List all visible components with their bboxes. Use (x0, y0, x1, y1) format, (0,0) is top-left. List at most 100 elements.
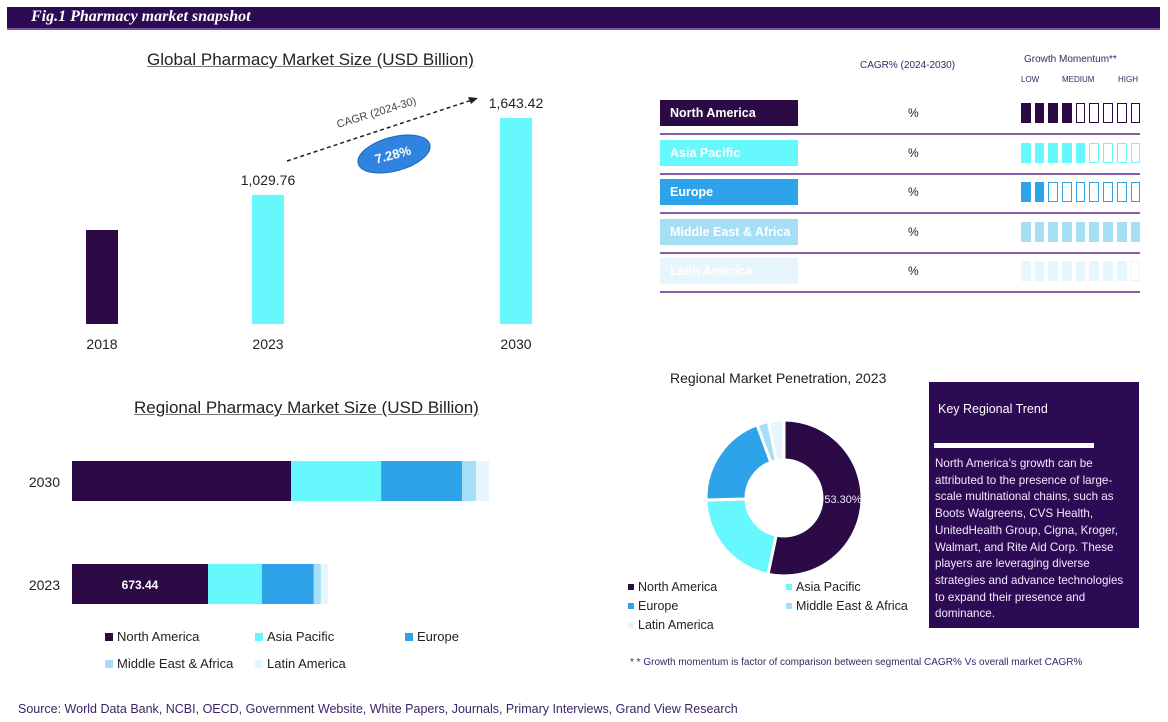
momentum-block-empty (1089, 182, 1100, 202)
momentum-block-empty (1130, 103, 1141, 123)
legend-swatch (405, 632, 413, 641)
segment-2023-north-america (72, 564, 208, 604)
momentum-block-empty (1116, 182, 1127, 202)
donut-legend-item-latin-america: Latin America (628, 618, 714, 632)
legend-label: Europe (638, 599, 679, 613)
region-label: Europe (660, 179, 798, 205)
momentum-block-filled (1075, 142, 1086, 163)
growth-momentum-meter (1021, 221, 1141, 242)
region-cagr-value: % (908, 106, 919, 120)
donut-legend-item-north-america: North America (628, 580, 717, 594)
momentum-block-filled (1021, 142, 1031, 163)
momentum-scale-medium: MEDIUM (1062, 75, 1095, 84)
momentum-scale-low: LOW (1021, 75, 1040, 84)
source-note: Source: World Data Bank, NCBI, OECD, Gov… (18, 702, 738, 716)
cagr-label: CAGR (2024-30) (335, 95, 417, 131)
momentum-block-filled (1075, 221, 1086, 242)
momentum-block-filled (1062, 261, 1072, 281)
legend-swatch (628, 603, 634, 609)
growth-momentum-meter (1021, 142, 1141, 163)
momentum-block-empty (1089, 103, 1100, 123)
legend-swatch (105, 632, 113, 641)
momentum-block-filled (1034, 261, 1045, 281)
segment-2023-europe (261, 564, 314, 604)
donut-chart: 53.30% (704, 418, 864, 578)
row-divider (660, 212, 1140, 214)
x-tick-label-2018: 2018 (86, 336, 117, 352)
momentum-column-header: Growth Momentum** (1024, 54, 1117, 65)
row-divider (660, 133, 1140, 135)
segment-2023-latin-america (320, 564, 328, 604)
legend-label: Latin America (267, 656, 346, 671)
legend-label: Asia Pacific (796, 580, 861, 594)
legend-label: North America (117, 629, 200, 644)
momentum-block-filled (1034, 182, 1045, 202)
momentum-block-empty (1075, 103, 1086, 123)
regional-chart-title: Regional Pharmacy Market Size (USD Billi… (134, 398, 479, 417)
legend-swatch (105, 659, 113, 668)
legend-item-asia-pacific: Asia Pacific (255, 629, 334, 644)
momentum-block-empty (1048, 182, 1059, 202)
segment-2030-middle-east-and-africa (462, 461, 477, 501)
momentum-block-filled (1021, 221, 1031, 242)
legend-swatch (628, 584, 634, 590)
momentum-block-filled (1034, 142, 1045, 163)
region-cagr-value: % (908, 224, 919, 239)
x-tick-label-2023: 2023 (252, 336, 283, 352)
legend-label: Middle East & Africa (117, 656, 234, 671)
segment-2023-asia-pacific (207, 564, 262, 604)
momentum-block-filled (1116, 261, 1127, 281)
legend-item-north-america: North America (105, 629, 199, 644)
momentum-block-filled (1062, 142, 1072, 163)
cagr-column-header: CAGR% (2024-2030) (860, 60, 956, 71)
donut-slice-asia-pacific (704, 497, 778, 577)
legend-label: Latin America (638, 618, 714, 632)
donut-chart-title: Regional Market Penetration, 2023 (670, 370, 887, 386)
key-trend-text: North America’s growth can be attributed… (935, 457, 1124, 621)
bar-2018 (86, 229, 118, 324)
key-trend-divider (934, 443, 1094, 448)
momentum-block-filled (1089, 221, 1100, 242)
region-row-middle-east-and-africa: Middle East & Africa% (660, 218, 1141, 259)
donut-chart-legend: North America Asia Pacific Europe Middle Ea… (628, 580, 928, 640)
row-divider (660, 172, 1140, 175)
legend-item-middle-east-and-africa: Middle East & Africa (105, 656, 233, 671)
figure-title: Fig.1 Pharmacy market snapshot (31, 8, 251, 25)
momentum-block-empty (1130, 142, 1141, 163)
bar-2023 (252, 194, 284, 324)
donut-legend-item-europe: Europe (628, 599, 678, 613)
growth-momentum-meter (1021, 103, 1141, 123)
legend-swatch (628, 622, 634, 628)
y-tick-label-2023: 2023 (29, 577, 60, 593)
legend-item-europe: Europe (405, 629, 459, 644)
momentum-scale-high: HIGH (1118, 75, 1138, 84)
momentum-block-filled (1103, 261, 1113, 281)
momentum-block-empty (1103, 103, 1113, 123)
momentum-block-empty (1103, 142, 1113, 163)
cagr-arrow-head (468, 97, 478, 104)
data-label-2030: 1,643.42 (489, 95, 544, 111)
region-label: Latin America (660, 258, 798, 284)
momentum-block-filled (1048, 261, 1059, 281)
y-tick-label-2030: 2030 (29, 474, 60, 490)
momentum-block-empty (1130, 261, 1141, 281)
legend-item-latin-america: Latin America (255, 656, 346, 671)
region-row-north-america: North America% (660, 100, 1141, 140)
bar-2030 (500, 118, 532, 324)
region-row-asia-pacific: Asia Pacific% (660, 139, 1141, 180)
region-row-latin-america: Latin America% (660, 258, 1141, 298)
momentum-block-filled (1021, 182, 1031, 202)
regional-chart-legend: North America Asia Pacific Europe Middle Ea… (105, 629, 525, 674)
momentum-block-filled (1130, 221, 1141, 242)
segment-2030-europe (381, 461, 463, 501)
momentum-block-empty (1103, 182, 1113, 202)
momentum-block-filled (1048, 103, 1059, 123)
region-cagr-value: % (908, 264, 919, 278)
region-row-europe: Europe% (660, 179, 1141, 219)
donut-slice-latin-america (766, 418, 786, 463)
momentum-block-filled (1075, 261, 1086, 281)
region-cagr-value: % (908, 145, 919, 160)
legend-label: Europe (417, 629, 459, 644)
momentum-block-filled (1062, 103, 1072, 123)
segment-2030-asia-pacific (291, 461, 382, 501)
